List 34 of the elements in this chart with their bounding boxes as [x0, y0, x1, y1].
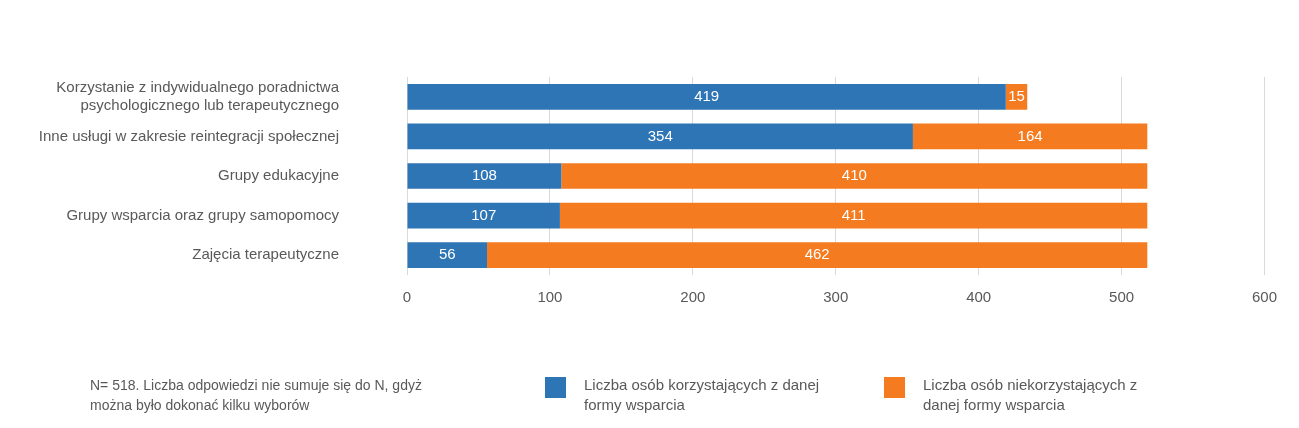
- bar: [407, 83, 1006, 110]
- bar: [912, 123, 1148, 150]
- data-label: 164: [1017, 126, 1043, 144]
- data-label: 419: [694, 86, 720, 104]
- data-label: 15: [1008, 86, 1025, 104]
- y-tick-label: Inne usługi w zakresie reintegracji społecznej: [38, 126, 339, 144]
- y-tick-label: Grupy edukacyjne: [218, 166, 339, 184]
- text: N= 518. Liczba odpowiedzi nie sumuje się do N, gdyż można było dokonać kilku wyborów: [90, 376, 423, 415]
- y-tick-label: Korzystanie z indywidualnego poradnictwa psychologicznego lub terapeutycznego: [56, 77, 340, 113]
- data-label: 108: [471, 166, 497, 184]
- x-tick-label: 200: [680, 288, 706, 306]
- data-label: 354: [647, 126, 673, 144]
- bar: [559, 202, 1148, 229]
- x-tick-label: 400: [966, 288, 992, 306]
- legend-label: Liczba osób niekorzystających z danej formy wsparcia: [923, 375, 1139, 415]
- data-label: 56: [438, 245, 456, 263]
- x-tick-label: 0: [402, 288, 412, 306]
- data-label: 410: [841, 166, 867, 184]
- x-tick-label: 600: [1251, 288, 1277, 306]
- y-tick-label: Zajęcia terapeutyczne: [192, 245, 339, 263]
- data-label: 411: [841, 205, 866, 223]
- x-tick-label: 500: [1109, 288, 1135, 306]
- y-tick-label: Grupy wsparcia oraz grupy samopomocy: [66, 205, 340, 223]
- bar: [407, 242, 488, 269]
- bar: [561, 163, 1148, 189]
- bar: [407, 123, 913, 150]
- x-tick-label: 100: [537, 288, 563, 306]
- data-label: 107: [471, 205, 497, 223]
- data-label: 462: [804, 245, 830, 263]
- bar: [407, 163, 562, 189]
- x-tick-label: 300: [823, 288, 849, 306]
- bar: [487, 242, 1148, 269]
- bar: [407, 202, 560, 229]
- legend-label: Liczba osób korzystających z danej formy wsparcia: [584, 375, 821, 415]
